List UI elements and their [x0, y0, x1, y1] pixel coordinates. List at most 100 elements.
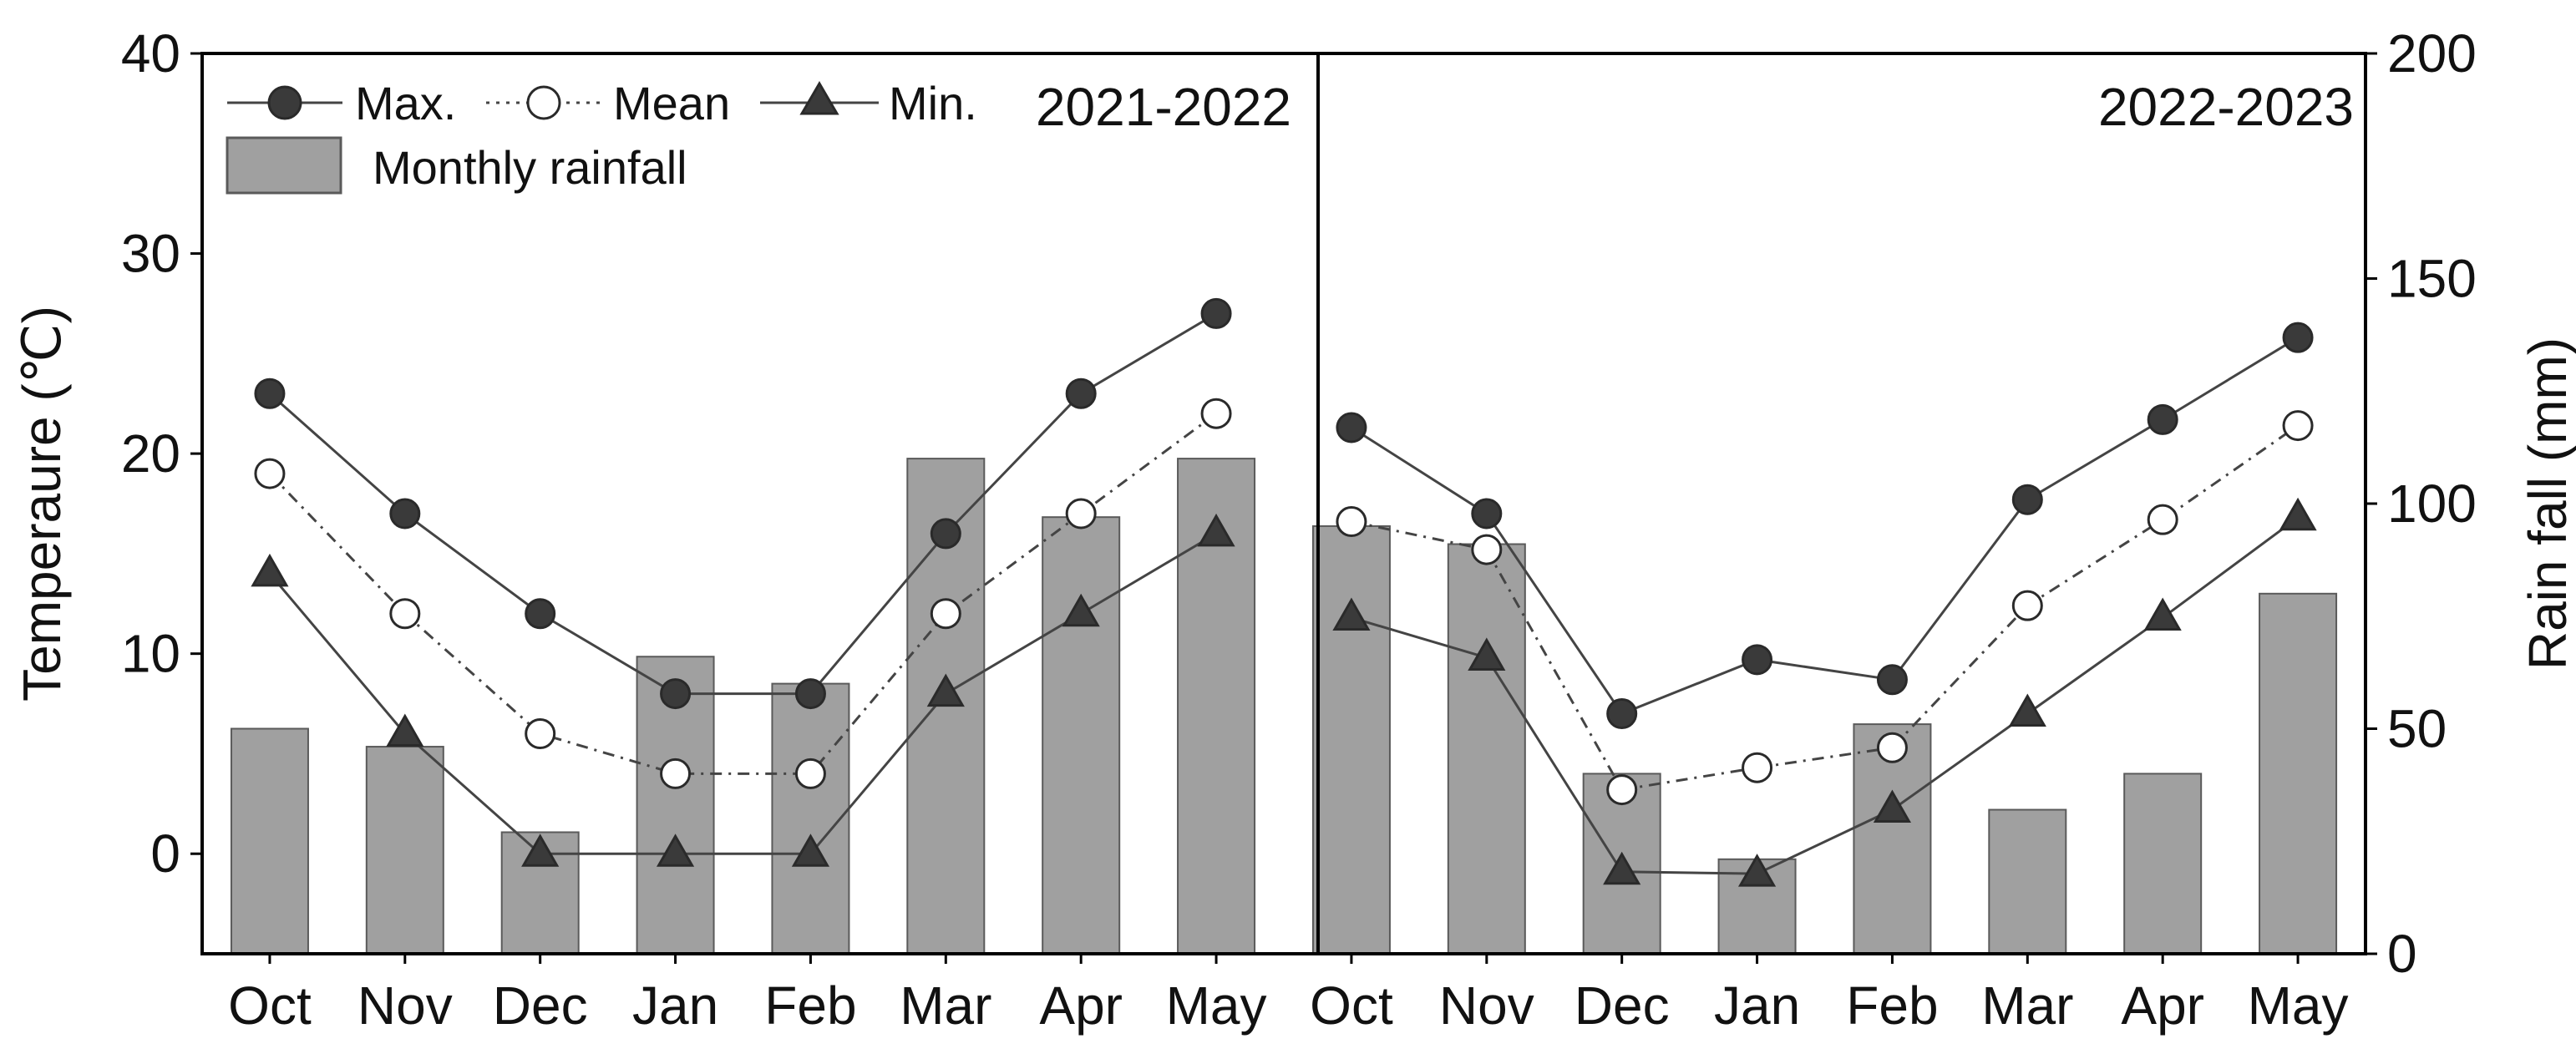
mean-temperature-point	[660, 758, 692, 789]
left-tick-label: 40	[121, 23, 180, 84]
x-tick-label: Mar	[1981, 975, 2073, 1036]
x-tick-label: Apr	[2121, 975, 2204, 1036]
min-temperature-point	[251, 553, 289, 587]
x-tick-label: Oct	[228, 975, 312, 1036]
mean-temperature-point	[254, 458, 286, 489]
panel-label-2: 2022-2023	[2098, 77, 2354, 137]
max-temperature-point	[1200, 297, 1232, 329]
x-axis: Oct Nov Dec Jan Feb Mar Apr May Oct Nov Dec Jan Feb M…	[228, 954, 2349, 1036]
mean-temperature-point	[794, 758, 826, 789]
legend-mean-label: Mean	[613, 77, 730, 129]
right-axis: 0 50 100 150 200	[2366, 23, 2477, 984]
min-temperature-point	[791, 834, 830, 867]
x-tick-label: Jan	[1714, 975, 1800, 1036]
min-temperature-point	[1603, 851, 1641, 885]
max-temperature-point	[1742, 644, 1773, 676]
mean-temperature-point	[525, 717, 556, 749]
max-temperature-point	[525, 598, 556, 630]
min-temperature-point	[1737, 854, 1777, 887]
mean-temperature-point	[2147, 504, 2178, 535]
left-axis: 0 10 20 30 40	[121, 23, 202, 884]
max-temperature-line	[1351, 336, 2299, 716]
rainfall-bar	[1447, 543, 1526, 955]
min-temperature-point	[656, 834, 695, 867]
mean-temperature-line	[268, 412, 1217, 775]
panel-label-1: 2021-2022	[1036, 77, 1291, 137]
max-temperature-point	[930, 518, 961, 550]
legend-max-label: Max.	[355, 77, 456, 129]
rainfall-bar	[230, 727, 309, 955]
min-temperature-point	[1873, 789, 1912, 823]
max-temperature-point	[389, 498, 421, 530]
min-temperature-point	[1197, 513, 1235, 547]
min-temperature-point	[1332, 597, 1371, 631]
mean-temperature-point	[1065, 498, 1097, 530]
max-temperature-point	[660, 678, 692, 710]
max-temperature-point	[2282, 322, 2314, 353]
min-temperature-point	[1468, 637, 1506, 671]
legend-min-label: Min.	[889, 77, 977, 129]
max-temperature-point	[1471, 498, 1503, 530]
rainfall-bar	[1311, 524, 1391, 955]
left-tick-label: 20	[121, 423, 180, 484]
left-tick-label: 0	[150, 823, 180, 884]
max-temperature-point	[2011, 484, 2043, 515]
right-tick-label: 50	[2387, 699, 2447, 759]
x-tick-label: Feb	[764, 975, 856, 1036]
x-tick-label: Apr	[1039, 975, 1123, 1036]
temperature-markers	[251, 297, 2317, 887]
left-axis-title: Temperaure (℃)	[12, 306, 72, 702]
x-tick-label: Nov	[357, 975, 453, 1036]
right-tick-label: 100	[2387, 474, 2477, 534]
mean-temperature-point	[1336, 506, 1367, 538]
mean-temperature-point	[1471, 534, 1503, 565]
x-tick-label: Oct	[1310, 975, 1393, 1036]
rainfall-bar	[1042, 516, 1121, 955]
max-temperature-point	[1336, 412, 1367, 443]
max-temperature-point	[2147, 403, 2178, 435]
x-tick-label: Jan	[632, 975, 718, 1036]
legend-max-marker	[267, 85, 302, 120]
rainfall-bar	[2259, 592, 2338, 955]
temperature-lines	[268, 312, 2299, 875]
x-tick-label: Mar	[900, 975, 991, 1036]
min-temperature-point	[386, 713, 424, 747]
right-tick-label: 200	[2387, 23, 2477, 84]
legend: Max. Mean Min. Monthly rainfall	[226, 77, 977, 195]
x-tick-label: Dec	[1575, 975, 1670, 1036]
mean-temperature-point	[1742, 752, 1773, 783]
max-temperature-point	[1065, 378, 1097, 409]
right-tick-label: 150	[2387, 249, 2477, 309]
rainfall-bar	[365, 746, 444, 955]
min-temperature-point	[2279, 497, 2317, 531]
right-tick-label: 0	[2387, 924, 2417, 984]
right-axis-title: Rain fall (mm)	[2518, 337, 2576, 670]
rainfall-bar	[2123, 773, 2203, 955]
mean-temperature-point	[2011, 590, 2043, 621]
mean-temperature-point	[389, 598, 421, 630]
max-temperature-line	[268, 312, 1217, 696]
mean-temperature-point	[1876, 732, 1908, 763]
max-temperature-point	[794, 678, 826, 710]
mean-temperature-point	[930, 598, 961, 630]
mean-temperature-point	[2282, 410, 2314, 442]
x-tick-label: May	[1166, 975, 1267, 1036]
max-temperature-point	[1606, 698, 1638, 730]
x-tick-label: Dec	[493, 975, 588, 1036]
min-temperature-point	[2143, 597, 2182, 631]
min-temperature-point	[2008, 693, 2046, 727]
max-temperature-point	[254, 378, 286, 409]
mean-temperature-point	[1606, 774, 1638, 806]
legend-mean-marker	[526, 85, 561, 120]
left-tick-label: 30	[121, 224, 180, 284]
rainfall-bar	[771, 682, 850, 955]
min-temperature-point	[521, 834, 560, 867]
rainfall-bar	[1988, 808, 2067, 955]
min-temperature-line	[268, 532, 1217, 855]
min-temperature-point	[1062, 593, 1100, 627]
left-tick-label: 10	[121, 624, 180, 684]
legend-min-marker	[799, 81, 839, 115]
x-tick-label: Feb	[1846, 975, 1938, 1036]
mean-temperature-line	[1351, 424, 2299, 792]
